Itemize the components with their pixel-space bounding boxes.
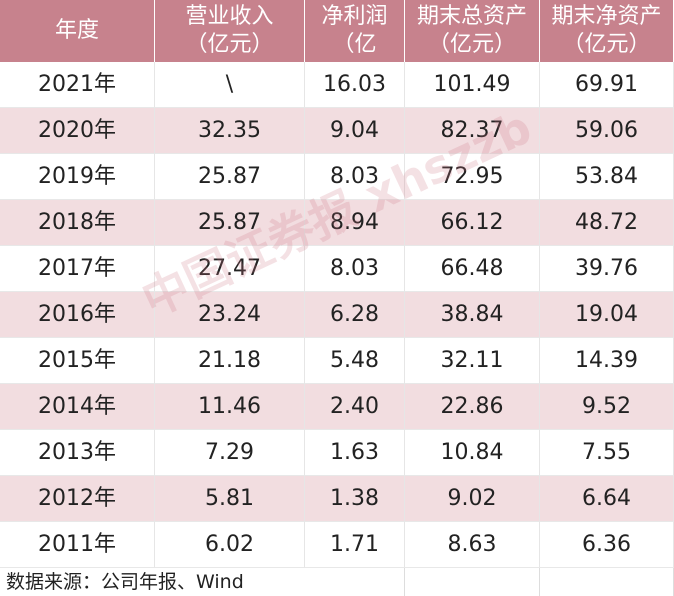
table-cell: 72.95 [405, 154, 540, 200]
table-cell: 8.03 [305, 246, 405, 292]
table-cell: 2013年 [0, 430, 155, 476]
table-cell: 1.38 [305, 476, 405, 522]
header-text: （亿元） [427, 32, 516, 57]
table-cell: 2015年 [0, 338, 155, 384]
table-cell: 10.84 [405, 430, 540, 476]
header-text: 净利润 [321, 4, 388, 29]
table-cell: 6.64 [540, 476, 674, 522]
header-text: （亿 [332, 32, 377, 57]
table-cell: 9.52 [540, 384, 674, 430]
header-text: 营业收入 [185, 4, 274, 29]
table-cell: 6.02 [155, 522, 305, 568]
table-cell: 8.03 [305, 154, 405, 200]
header-text: 期末净资产 [551, 4, 662, 29]
table-cell: 53.84 [540, 154, 674, 200]
table-cell: 7.29 [155, 430, 305, 476]
footer-cell [405, 568, 540, 596]
table-cell: 11.46 [155, 384, 305, 430]
source-note: 数据来源：公司年报、Wind [6, 571, 244, 593]
table-cell: 38.84 [405, 292, 540, 338]
table-cell: 16.03 [305, 62, 405, 108]
table-cell: 1.71 [305, 522, 405, 568]
table-cell: 2.40 [305, 384, 405, 430]
table-cell: 66.12 [405, 200, 540, 246]
table-cell: 2021年 [0, 62, 155, 108]
table-cell: 2016年 [0, 292, 155, 338]
table-cell: 8.63 [405, 522, 540, 568]
table-cell: 25.87 [155, 154, 305, 200]
table-cell: 25.87 [155, 200, 305, 246]
header-cell: 期末净资产 （亿元） [540, 0, 674, 62]
table-cell: 2017年 [0, 246, 155, 292]
table-cell: 21.18 [155, 338, 305, 384]
table-cell: 2011年 [0, 522, 155, 568]
table-cell: 2012年 [0, 476, 155, 522]
header-text: （亿元） [562, 32, 651, 57]
header-text: 期末总资产 [416, 4, 527, 29]
header-cell: 年度 [0, 0, 155, 62]
table-cell: 2018年 [0, 200, 155, 246]
header-text: 年度 [54, 18, 99, 43]
table-cell: 5.81 [155, 476, 305, 522]
table-cell: 101.49 [405, 62, 540, 108]
table-cell: 66.48 [405, 246, 540, 292]
header-cell: 营业收入 （亿元） [155, 0, 305, 62]
table-cell: 5.48 [305, 338, 405, 384]
footer-cell [305, 568, 405, 596]
table-cell: 14.39 [540, 338, 674, 384]
table-cell: 27.47 [155, 246, 305, 292]
table-cell: 2020年 [0, 108, 155, 154]
table-cell: 2019年 [0, 154, 155, 200]
table-cell: 6.28 [305, 292, 405, 338]
table-cell: 23.24 [155, 292, 305, 338]
header-cell: 期末总资产 （亿元） [405, 0, 540, 62]
header-cell: 净利润 （亿 [305, 0, 405, 62]
table-cell: 1.63 [305, 430, 405, 476]
table-cell: 9.02 [405, 476, 540, 522]
table-cell: 59.06 [540, 108, 674, 154]
table-cell: 9.04 [305, 108, 405, 154]
table-cell: 48.72 [540, 200, 674, 246]
table-cell: 19.04 [540, 292, 674, 338]
table-cell: 2014年 [0, 384, 155, 430]
table-cell: 32.11 [405, 338, 540, 384]
table-cell: \ [155, 62, 305, 108]
footer-cell [540, 568, 674, 596]
table-cell: 39.76 [540, 246, 674, 292]
table-cell: 8.94 [305, 200, 405, 246]
header-text: （亿元） [185, 32, 274, 57]
table-cell: 32.35 [155, 108, 305, 154]
table-cell: 82.37 [405, 108, 540, 154]
table-cell: 22.86 [405, 384, 540, 430]
table-cell: 7.55 [540, 430, 674, 476]
table-cell: 6.36 [540, 522, 674, 568]
table-cell: 69.91 [540, 62, 674, 108]
